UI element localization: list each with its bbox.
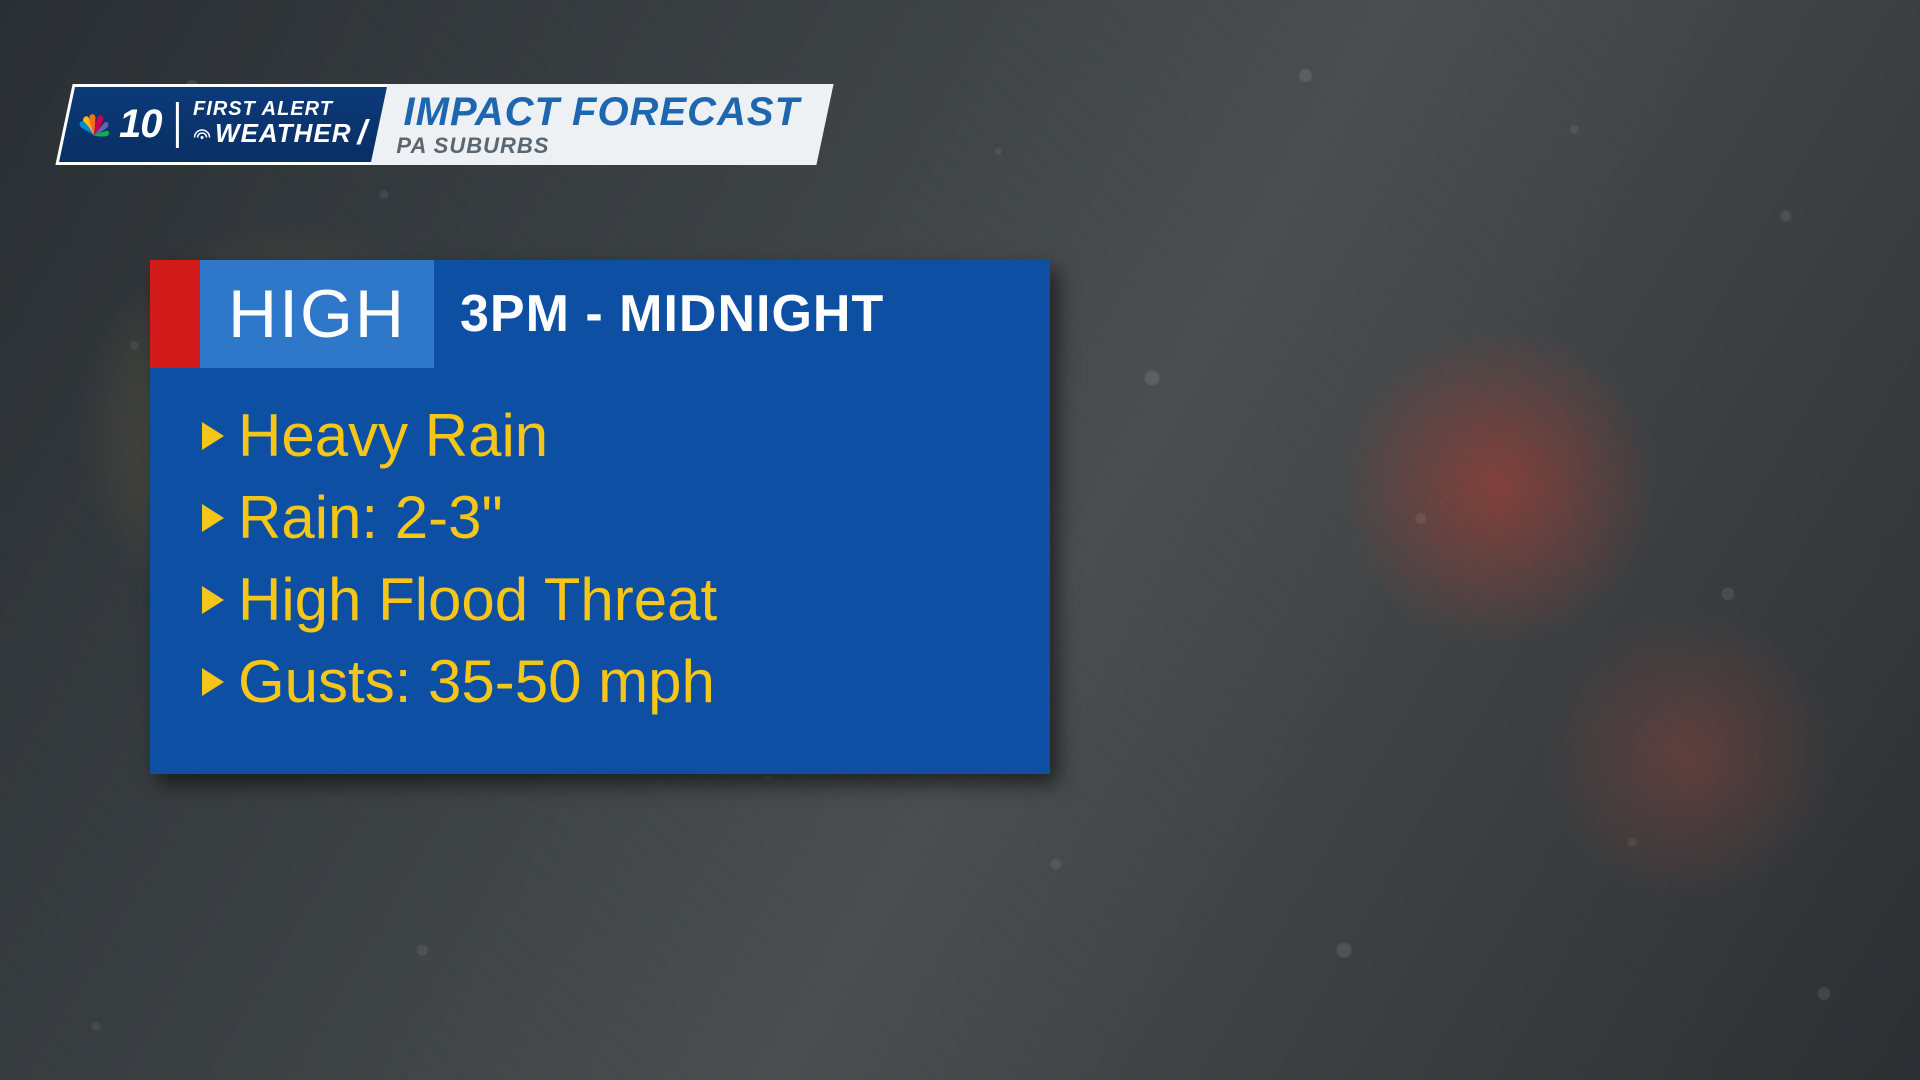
- impact-panel: HIGH 3PM - MIDNIGHT Heavy Rain Rain: 2-3"…: [150, 260, 1050, 774]
- impact-bullet: Heavy Rain: [202, 406, 1026, 466]
- bullet-text: Rain: 2-3": [238, 488, 503, 548]
- bullet-text: High Flood Threat: [238, 570, 717, 630]
- bullet-arrow-icon: [202, 586, 224, 614]
- logo-slash: /: [357, 118, 366, 149]
- first-alert-weather-text: FIRST ALERT WEATHER /: [193, 100, 367, 149]
- bullet-text: Gusts: 35-50 mph: [238, 652, 715, 712]
- bullet-arrow-icon: [202, 422, 224, 450]
- logo-line1: FIRST ALERT: [193, 100, 367, 118]
- logo-line2: WEATHER: [215, 122, 352, 145]
- bullet-arrow-icon: [202, 668, 224, 696]
- impact-bullet: High Flood Threat: [202, 570, 1026, 630]
- bullet-text: Heavy Rain: [238, 406, 548, 466]
- title-main: IMPACT FORECAST: [404, 90, 800, 135]
- header-bar: 10 FIRST ALERT WEATHER / IMPACT FORECAST…: [64, 84, 826, 165]
- radar-arc-icon: [193, 127, 211, 141]
- bullet-arrow-icon: [202, 504, 224, 532]
- impact-bullet: Rain: 2-3": [202, 488, 1026, 548]
- time-window-label: 3PM - MIDNIGHT: [434, 260, 1050, 368]
- severity-label: HIGH: [200, 260, 434, 368]
- title-box: IMPACT FORECAST PA SUBURBS: [371, 84, 835, 165]
- title-sub: PA SUBURBS: [397, 133, 793, 159]
- peacock-icon: [79, 110, 109, 140]
- logo-divider: [176, 102, 179, 148]
- impact-bullet: Gusts: 35-50 mph: [202, 652, 1026, 712]
- impact-panel-body: Heavy Rain Rain: 2-3" High Flood Threat Gus…: [150, 368, 1050, 774]
- impact-panel-header: HIGH 3PM - MIDNIGHT: [150, 260, 1050, 368]
- channel-number: 10: [119, 102, 162, 147]
- severity-accent-bar: [150, 260, 200, 368]
- station-logo-badge: 10 FIRST ALERT WEATHER /: [55, 84, 394, 165]
